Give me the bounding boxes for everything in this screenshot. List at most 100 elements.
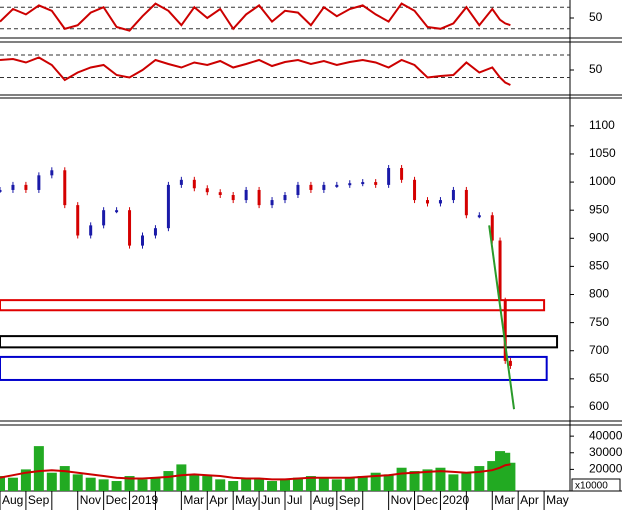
y-tick-label: 750 [589,315,609,329]
y-tick-label: 950 [589,202,609,216]
volume-bar [505,462,516,491]
x-tick-label: Dec [106,493,127,507]
candle [218,192,222,196]
candle [89,225,93,236]
candle [270,200,274,206]
y-tick-label: 800 [589,287,609,301]
volume-bar [357,476,368,491]
candle [11,184,15,190]
candle [361,182,365,185]
candle [374,182,378,185]
volume-bar [461,472,472,491]
candle [257,189,261,206]
candle [128,210,132,246]
candle [63,170,67,206]
volume-bar [474,466,485,491]
y-tick-label: 850 [589,259,609,273]
volume-bar [163,471,174,491]
x-tick-label: Apr [520,493,539,507]
candle [464,189,468,216]
candle [438,200,442,204]
candle [115,210,119,213]
x-tick-label: Jul [287,493,302,507]
x-tick-label: Apr [209,493,228,507]
candle [50,170,54,176]
volume-bar [396,467,407,491]
candle [192,179,196,189]
y-tick-label: 1000 [589,174,616,188]
volume-bar [176,464,187,491]
y-tick-label: 20000 [589,462,622,476]
oscillator-line [0,2,511,32]
candle [231,195,235,201]
volume-bar [7,477,18,491]
volume-bar [0,476,5,491]
volume-bar [33,446,44,491]
candle [179,179,183,185]
volume-bar [202,476,213,491]
candle [426,200,429,204]
y-tick-label: 40000 [589,428,622,442]
candle [283,195,287,201]
volume-bar [59,466,70,491]
candle [451,189,455,201]
candle [141,235,144,246]
trendline [488,225,516,410]
y-tick-label: 600 [589,399,609,413]
x-tick-label: Nov [80,493,101,507]
volume-bar [305,476,316,491]
volume-bar [422,469,433,491]
candle [102,210,106,226]
candle [348,183,352,186]
y-tick-label: 1050 [589,146,616,160]
x-tick-label: Jun [261,493,280,507]
candle [322,184,326,190]
x-tick-label: Aug [2,493,23,507]
volume-bar [487,461,498,491]
volume-bar [46,472,57,491]
x-tick-label: May [235,493,258,507]
volume-bar [228,481,239,491]
x-tick-label: May [546,493,569,507]
volume-bar [189,474,200,491]
y-tick-label: 50 [589,62,603,76]
candle [166,184,170,229]
zone [0,335,559,349]
unit-label: x10000 [575,481,608,492]
volume-bar [383,474,394,491]
volume-bar [500,452,511,491]
volume-bar [241,477,252,491]
y-tick-label: 50 [589,10,603,24]
candle [508,360,512,366]
y-tick-label: 700 [589,343,609,357]
candle [498,240,502,301]
candle [309,184,313,190]
x-tick-label: Aug [313,493,334,507]
candle [24,184,28,190]
volume-bar [254,479,265,491]
y-tick-label: 30000 [589,445,622,459]
x-tick-label: Nov [391,493,412,507]
oscillator-line [0,56,511,86]
y-tick-label: 900 [589,230,609,244]
volume-bar [20,469,31,491]
x-tick-label: 2020 [442,493,469,507]
volume-bar [448,474,459,491]
candle [490,215,494,241]
volume-bar [150,477,161,491]
x-tick-label: Mar [183,493,204,507]
x-tick-label: 2019 [132,493,159,507]
candle [400,168,404,180]
volume-bar [98,479,109,491]
volume-bar [370,472,381,491]
candle [387,168,391,185]
x-tick-label: Sep [339,493,361,507]
candle [244,189,248,201]
volume-bar [318,477,329,491]
volume-bar [495,451,506,491]
y-tick-label: 1100 [589,118,615,132]
volume-bar [292,477,303,491]
x-tick-label: Dec [417,493,438,507]
candle [153,228,157,236]
volume-ma [0,463,511,481]
